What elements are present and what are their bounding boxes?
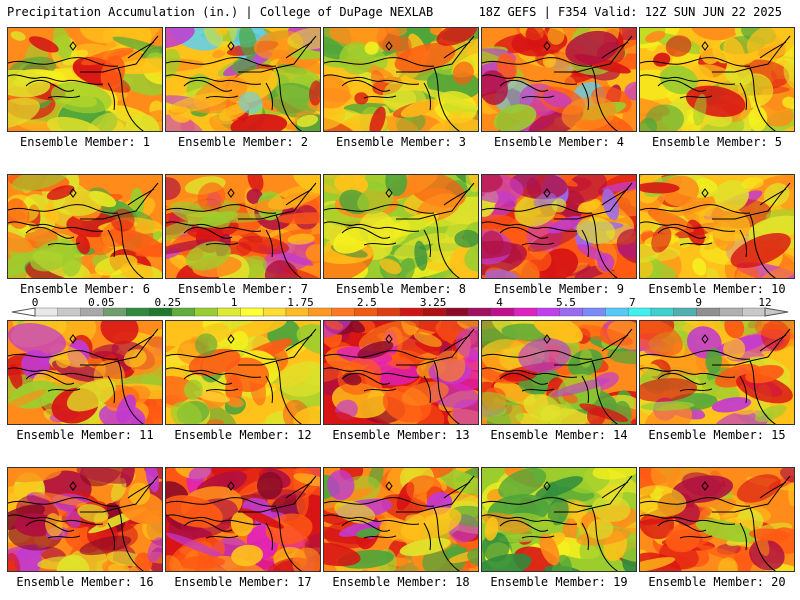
ensemble-member-label: Ensemble Member: 17 [174, 575, 312, 589]
colorbar-swatch [399, 307, 424, 317]
colorbar-swatch [445, 307, 470, 317]
precip-map-panel [165, 467, 321, 572]
colorbar-tick-label: 5.5 [555, 296, 576, 309]
model-valid-time: 18Z GEFS | F354 Valid: 12Z SUN JUN 22 20… [478, 5, 782, 19]
colorbar-swatch [559, 307, 584, 317]
colorbar-tick-label: 0.25 [154, 296, 181, 309]
colorbar-swatch [240, 307, 264, 317]
colorbar-swatch [194, 307, 219, 317]
colorbar-swatch [627, 307, 652, 317]
colorbar-tick-label: 1 [230, 296, 238, 309]
ensemble-member-label: Ensemble Member: 3 [335, 135, 467, 149]
precip-map-panel [165, 174, 321, 279]
colorbar-tick-label: 2.5 [356, 296, 377, 309]
colorbar-swatch [34, 307, 59, 317]
colorbar-swatch [331, 307, 355, 317]
precip-map-panel [481, 174, 637, 279]
colorbar-swatch [673, 307, 698, 317]
ensemble-member-label: Ensemble Member: 19 [490, 575, 628, 589]
ensemble-member-label: Ensemble Member: 2 [177, 135, 309, 149]
colorbar-swatch [741, 307, 766, 317]
colorbar-swatch [126, 307, 150, 317]
ensemble-member-label: Ensemble Member: 15 [648, 428, 786, 442]
precip-map-panel [165, 320, 321, 425]
colorbar-swatch [536, 307, 561, 317]
ensemble-member-label: Ensemble Member: 18 [332, 575, 470, 589]
ensemble-member-label: Ensemble Member: 8 [335, 282, 467, 296]
ensemble-member-label: Ensemble Member: 16 [16, 575, 154, 589]
ensemble-member-label: Ensemble Member: 5 [651, 135, 783, 149]
colorbar-swatch [376, 307, 401, 317]
precip-map-panel [323, 174, 479, 279]
ensemble-member-label: Ensemble Member: 11 [16, 428, 154, 442]
precip-map-panel [639, 467, 795, 572]
colorbar-swatch [171, 307, 196, 317]
colorbar-swatch [262, 307, 287, 317]
colorbar-swatch [285, 307, 310, 317]
precip-map-panel [639, 174, 795, 279]
colorbar-tick-label: 7 [628, 296, 636, 309]
map-title: Precipitation Accumulation (in.) | Colle… [7, 5, 434, 19]
ensemble-member-label: Ensemble Member: 13 [332, 428, 470, 442]
colorbar-swatch [491, 307, 515, 317]
ensemble-member-label: Ensemble Member: 20 [648, 575, 786, 589]
colorbar-right-arrow [764, 307, 789, 317]
colorbar-swatch [103, 307, 127, 317]
colorbar-swatch [354, 307, 378, 317]
precip-map-panel [165, 27, 321, 132]
precip-map-panel [639, 27, 795, 132]
precip-map-panel [639, 320, 795, 425]
precip-map-panel [323, 320, 479, 425]
colorbar-swatch [422, 307, 447, 317]
ensemble-member-label: Ensemble Member: 6 [19, 282, 151, 296]
ensemble-member-label: Ensemble Member: 7 [177, 282, 309, 296]
colorbar-tick-label: 4 [496, 296, 503, 309]
colorbar-tick-label: 12 [758, 296, 772, 309]
colorbar-swatch [582, 307, 606, 317]
colorbar-swatch [696, 307, 720, 317]
colorbar-left-arrow [11, 307, 36, 317]
precip-map-panel [7, 467, 163, 572]
precip-map-panel [481, 27, 637, 132]
colorbar-swatch [650, 307, 675, 317]
precip-map-panel [7, 320, 163, 425]
colorbar-swatch [217, 307, 241, 317]
colorbar-swatch [719, 307, 743, 317]
colorbar-swatch [308, 307, 333, 317]
ensemble-member-label: Ensemble Member: 9 [493, 282, 625, 296]
ensemble-member-label: Ensemble Member: 14 [490, 428, 628, 442]
precip-map-panel [7, 174, 163, 279]
colorbar-tick-label: 0.05 [88, 296, 115, 309]
precip-map-panel [323, 27, 479, 132]
colorbar-swatch [80, 307, 105, 317]
colorbar-tick-label: 1.75 [287, 296, 314, 309]
colorbar-swatch [605, 307, 629, 317]
ensemble-member-label: Ensemble Member: 1 [19, 135, 151, 149]
ensemble-member-label: Ensemble Member: 10 [648, 282, 786, 296]
ensemble-member-label: Ensemble Member: 4 [493, 135, 625, 149]
precip-colorbar [11, 307, 789, 317]
colorbar-tick-label: 0 [31, 296, 39, 309]
precip-map-panel [7, 27, 163, 132]
precip-map-panel [481, 320, 637, 425]
colorbar-swatch [148, 307, 173, 317]
colorbar-tick-label: 9 [695, 296, 702, 309]
colorbar-tick-label: 3.25 [419, 296, 447, 309]
precip-map-panel [481, 467, 637, 572]
colorbar-swatch [468, 307, 492, 317]
colorbar-swatch [57, 307, 82, 317]
ensemble-member-label: Ensemble Member: 12 [174, 428, 312, 442]
colorbar-swatch [513, 307, 538, 317]
precip-map-panel [323, 467, 479, 572]
